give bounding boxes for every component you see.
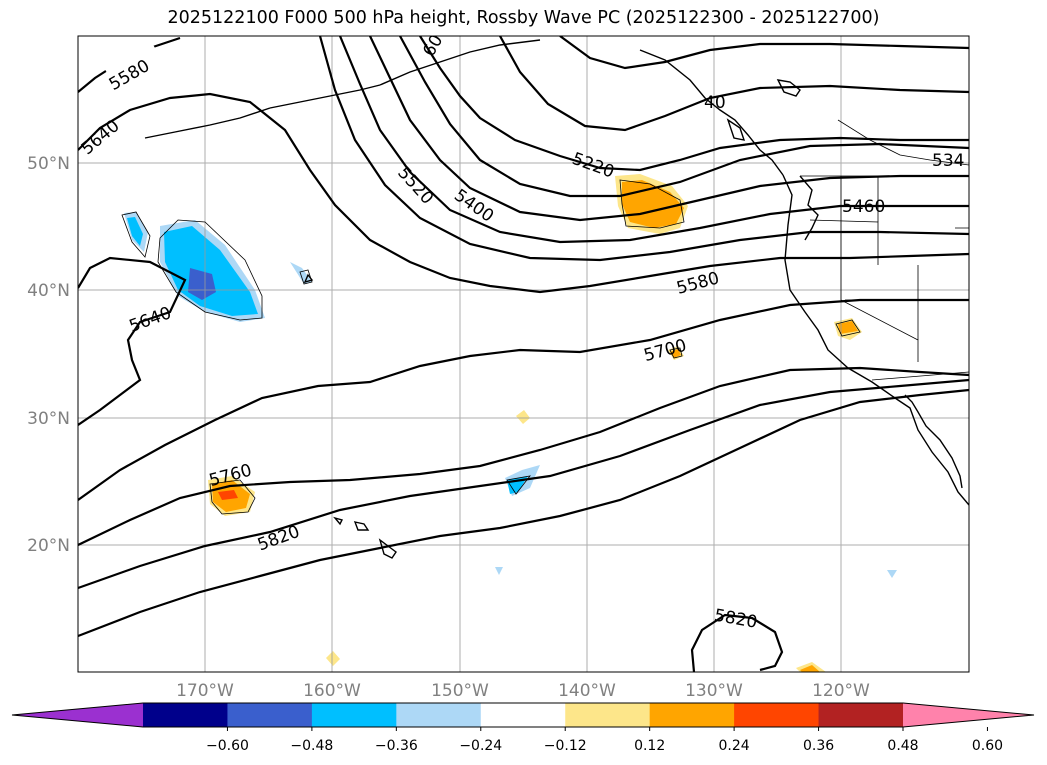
colorbar-tick-label: 0.12 xyxy=(634,738,665,754)
colorbar-extension-max xyxy=(903,703,1034,727)
height-contours xyxy=(78,36,969,672)
colorbar-tick-label: 0.36 xyxy=(803,738,834,754)
lon-label: 160°W xyxy=(303,681,361,701)
colorbar-tick-label: 0.24 xyxy=(719,738,750,754)
map-frame xyxy=(77,35,970,673)
colorbar-tick-label: −0.60 xyxy=(206,738,249,754)
contour-label: 5520 xyxy=(393,163,437,209)
contour-label: 5640 xyxy=(78,116,124,159)
anomaly-shading xyxy=(124,174,897,672)
lat-label: 40°N xyxy=(27,281,70,301)
lat-label: 20°N xyxy=(27,536,70,556)
colorbar-segment xyxy=(734,703,820,727)
contour-label: 5820 xyxy=(255,522,302,556)
colorbar-tick-label: −0.12 xyxy=(544,738,587,754)
longitude-labels: 170°W 160°W 150°W 140°W 130°W 120°W xyxy=(176,681,870,701)
colorbar-segment xyxy=(649,703,735,727)
lon-label: 130°W xyxy=(685,681,743,701)
anomaly-outlines xyxy=(121,179,861,515)
colorbar-segment xyxy=(227,703,313,727)
lon-label: 150°W xyxy=(431,681,489,701)
colorbar-tick-label: −0.48 xyxy=(290,738,333,754)
colorbar-segment xyxy=(565,703,651,727)
contour-labels: 5580 5640 5520 5400 5220 5460 5580 5700 … xyxy=(78,36,964,633)
gridlines xyxy=(78,36,969,672)
contour-label: 5640 xyxy=(127,303,174,337)
colorbar-segment xyxy=(396,703,482,727)
contour-label: 5820 xyxy=(713,606,759,633)
coastlines xyxy=(144,39,969,559)
lon-label: 170°W xyxy=(176,681,234,701)
colorbar-tick-label: 0.60 xyxy=(972,738,1003,754)
colorbar-segment xyxy=(311,703,397,727)
colorbar-tick-label: −0.24 xyxy=(459,738,502,754)
colorbar-tick-label: −0.36 xyxy=(375,738,418,754)
colorbar-segment xyxy=(480,703,566,727)
lat-label: 30°N xyxy=(27,409,70,429)
colorbar-segment xyxy=(143,703,228,727)
colorbar: −0.60 −0.48 −0.36 −0.24 −0.12 0.12 0.24 0.36 0.4… xyxy=(11,702,1035,754)
colorbar-outline xyxy=(11,702,1035,728)
lon-label: 120°W xyxy=(812,681,870,701)
lon-label: 140°W xyxy=(558,681,616,701)
contour-label: 534 xyxy=(932,151,964,171)
map-title: 2025122100 F000 500 hPa height, Rossby W… xyxy=(167,8,880,28)
contour-label: 5220 xyxy=(569,149,616,183)
colorbar-extension-min xyxy=(12,703,143,727)
colorbar-segment xyxy=(818,703,904,727)
contour-label: 5460 xyxy=(842,197,885,217)
contour-label: 40 xyxy=(704,93,726,113)
lat-label: 50°N xyxy=(27,154,70,174)
latitude-labels: 50°N 40°N 30°N 20°N xyxy=(27,154,70,556)
colorbar-tick-label: 0.48 xyxy=(887,738,918,754)
